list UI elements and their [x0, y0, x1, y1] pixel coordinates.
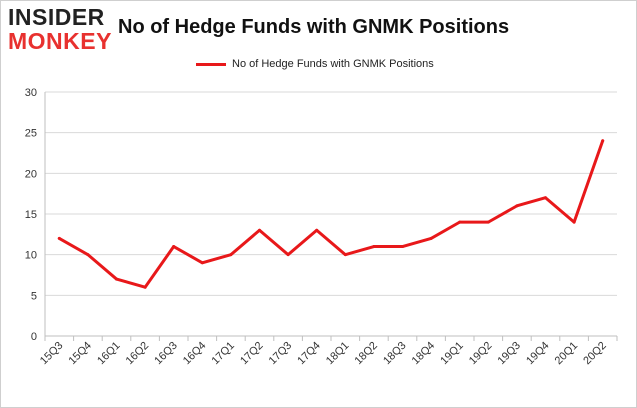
x-tick-label: 18Q3 — [381, 340, 409, 368]
series-line — [57, 139, 605, 289]
data-point — [458, 220, 462, 224]
x-tick-label: 19Q1 — [438, 340, 466, 368]
x-tick-label: 15Q3 — [38, 340, 66, 368]
x-tick-label: 20Q1 — [553, 340, 581, 368]
y-tick-label: 20 — [25, 168, 37, 180]
legend-swatch — [196, 62, 226, 66]
data-point — [229, 253, 233, 257]
data-point — [315, 228, 319, 232]
data-point — [115, 277, 118, 281]
data-point — [572, 220, 576, 224]
data-point — [286, 253, 290, 257]
data-point — [258, 228, 261, 232]
data-point — [515, 204, 519, 208]
y-tick-label: 0 — [31, 331, 37, 343]
legend-label: No of Hedge Funds with GNMK Positions — [232, 58, 434, 70]
data-point — [57, 236, 61, 240]
data-point — [343, 253, 347, 257]
data-point — [86, 253, 90, 257]
logo-text-monkey: MONKEY — [8, 28, 112, 54]
x-tick-label: 17Q2 — [238, 340, 266, 368]
insider-monkey-logo: INSIDER MONKEY — [8, 6, 118, 53]
data-point — [372, 245, 376, 249]
y-tick-label: 25 — [25, 128, 37, 140]
x-tick-label: 15Q4 — [66, 340, 94, 368]
chart-legend: No of Hedge Funds with GNMK Positions — [196, 56, 434, 72]
x-tick-label: 16Q3 — [152, 340, 180, 368]
y-tick-label: 5 — [31, 290, 37, 302]
x-tick-label: 16Q1 — [95, 340, 123, 368]
data-point — [401, 245, 404, 249]
x-tick-label: 17Q1 — [209, 340, 237, 368]
chart-title: No of Hedge Funds with GNMK Positions — [118, 16, 510, 38]
x-tick-label: 18Q2 — [352, 340, 380, 368]
x-tick-label: 17Q3 — [267, 340, 295, 368]
data-point — [601, 139, 605, 143]
x-tick-label: 18Q4 — [410, 340, 438, 368]
x-tick-label: 16Q2 — [124, 340, 152, 368]
data-point — [544, 196, 547, 200]
data-point — [172, 245, 176, 249]
x-tick-label: 16Q4 — [181, 340, 209, 368]
x-tick-label: 18Q1 — [324, 340, 352, 368]
x-tick-label: 17Q4 — [295, 340, 323, 368]
data-point — [143, 285, 147, 289]
x-tick-label: 19Q2 — [467, 340, 495, 368]
y-tick-label: 15 — [25, 209, 37, 221]
data-point — [200, 261, 204, 265]
x-tick-label: 20Q2 — [581, 340, 609, 368]
y-tick-label: 30 — [25, 87, 37, 99]
data-point — [429, 236, 433, 240]
x-tick-label: 19Q3 — [495, 340, 523, 368]
logo-text-insider: INSIDER — [8, 4, 105, 30]
y-tick-label: 10 — [25, 250, 37, 262]
data-point — [486, 220, 490, 224]
x-tick-label: 19Q4 — [524, 340, 552, 368]
